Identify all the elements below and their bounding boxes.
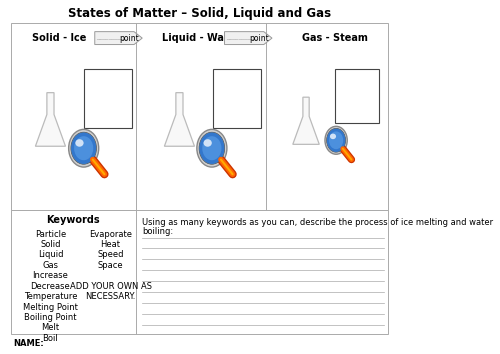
Text: ADD YOUR OWN AS: ADD YOUR OWN AS xyxy=(70,282,152,291)
Ellipse shape xyxy=(330,133,336,139)
Circle shape xyxy=(200,133,224,164)
Text: Heat: Heat xyxy=(100,240,120,249)
Circle shape xyxy=(72,133,96,164)
Ellipse shape xyxy=(204,139,212,147)
Text: Increase: Increase xyxy=(32,271,68,280)
Text: Space: Space xyxy=(98,261,124,270)
Text: Liquid: Liquid xyxy=(38,250,63,259)
Text: NECESSARY.: NECESSARY. xyxy=(86,292,136,301)
Text: Using as many keywords as you can, describe the process of ice melting and water: Using as many keywords as you can, descr… xyxy=(142,218,494,227)
Circle shape xyxy=(329,131,343,149)
Text: Solid: Solid xyxy=(40,240,60,249)
Circle shape xyxy=(326,129,345,152)
Text: Melting Point: Melting Point xyxy=(23,303,78,312)
Text: Boiling Point: Boiling Point xyxy=(24,313,76,322)
Text: boiling:: boiling: xyxy=(142,227,174,236)
Circle shape xyxy=(202,136,222,160)
Text: Liquid - Water: Liquid - Water xyxy=(162,33,240,43)
Polygon shape xyxy=(293,97,320,144)
Text: Solid - Ice: Solid - Ice xyxy=(32,33,86,43)
Text: Keywords: Keywords xyxy=(46,215,100,225)
Text: point: point xyxy=(250,34,269,42)
Circle shape xyxy=(327,129,345,152)
Text: Speed: Speed xyxy=(98,250,124,259)
Circle shape xyxy=(71,132,96,164)
Text: Decrease: Decrease xyxy=(30,282,70,291)
Polygon shape xyxy=(164,93,194,146)
Bar xyxy=(214,69,261,129)
Text: __________: __________ xyxy=(226,35,258,40)
Bar xyxy=(84,69,132,129)
Text: Particle: Particle xyxy=(35,230,66,239)
Text: Gas: Gas xyxy=(42,261,58,270)
Polygon shape xyxy=(224,32,272,45)
Circle shape xyxy=(68,129,98,167)
Text: NAME:: NAME: xyxy=(14,339,44,348)
Polygon shape xyxy=(36,93,66,146)
Circle shape xyxy=(199,132,224,164)
Text: point: point xyxy=(120,34,140,42)
Circle shape xyxy=(325,126,347,154)
Circle shape xyxy=(197,129,227,167)
Text: Boil: Boil xyxy=(42,334,58,343)
Bar xyxy=(11,23,388,210)
Ellipse shape xyxy=(76,139,84,147)
Circle shape xyxy=(74,136,94,160)
Bar xyxy=(336,69,379,124)
Text: __________: __________ xyxy=(96,35,128,40)
Bar xyxy=(11,210,388,334)
Polygon shape xyxy=(95,32,142,45)
Text: Gas - Steam: Gas - Steam xyxy=(302,33,368,43)
Text: Melt: Melt xyxy=(42,323,60,332)
Text: States of Matter – Solid, Liquid and Gas: States of Matter – Solid, Liquid and Gas xyxy=(68,7,331,20)
Text: Evaporate: Evaporate xyxy=(89,230,132,239)
Text: Temperature: Temperature xyxy=(24,292,77,301)
